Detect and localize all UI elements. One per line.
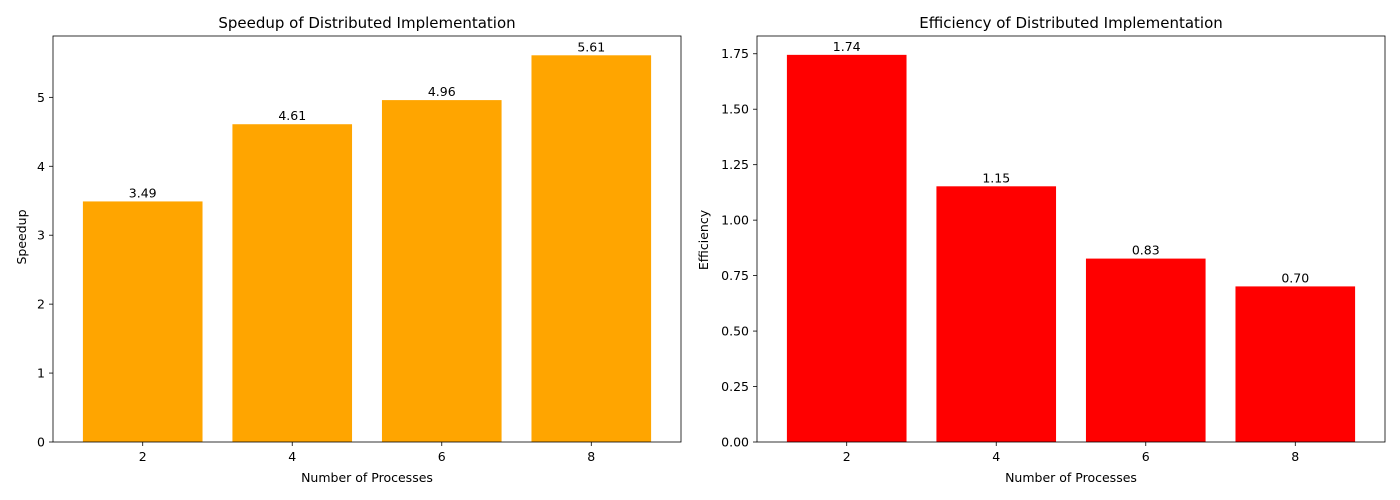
speedup-y-tick-label: 3 <box>37 228 45 243</box>
efficiency-bar-value-label: 1.74 <box>833 39 861 54</box>
speedup-y-tick-label: 5 <box>37 90 45 105</box>
efficiency-plot-area: 1.74 1.15 0.83 0.70 2 4 6 8 0.00 0.25 0.50 0.75 1.00… <box>721 35 1386 464</box>
efficiency-y-tick-label: 1.75 <box>721 46 749 61</box>
efficiency-bar-value-label: 1.15 <box>982 170 1010 185</box>
efficiency-bar-2 <box>786 54 907 443</box>
speedup-chart-title: Speedup of Distributed Implementation <box>218 14 515 32</box>
efficiency-x-tick-label: 2 <box>843 449 851 464</box>
efficiency-y-tick-label: 1.00 <box>721 213 749 228</box>
speedup-y-tick-label: 0 <box>37 435 45 450</box>
efficiency-chart-title: Efficiency of Distributed Implementation <box>919 14 1223 32</box>
speedup-bar-4 <box>232 124 353 442</box>
efficiency-chart: Efficiency of Distributed Implementation… <box>696 14 1386 485</box>
speedup-y-tick-label: 4 <box>37 159 45 174</box>
speedup-bar-value-label: 4.61 <box>278 108 306 123</box>
speedup-x-tick-label: 8 <box>587 449 595 464</box>
speedup-x-tick-label: 2 <box>139 449 147 464</box>
efficiency-y-tick-label: 0.75 <box>721 268 749 283</box>
efficiency-y-tick-label: 1.25 <box>721 157 749 172</box>
speedup-bar-value-label: 4.96 <box>428 84 456 99</box>
efficiency-bar-4 <box>936 186 1057 442</box>
speedup-bar-2 <box>82 201 203 442</box>
efficiency-bar-value-label: 0.70 <box>1281 270 1309 285</box>
efficiency-y-tick-label: 0.00 <box>721 435 749 450</box>
efficiency-y-tick-label: 0.25 <box>721 379 749 394</box>
speedup-bar-value-label: 3.49 <box>129 185 157 200</box>
speedup-x-tick-label: 4 <box>288 449 296 464</box>
efficiency-bar-6 <box>1085 258 1206 442</box>
efficiency-y-tick-label: 0.50 <box>721 324 749 339</box>
efficiency-axes-frame <box>756 35 1386 443</box>
efficiency-y-axis-label: Efficiency <box>696 209 711 270</box>
efficiency-x-tick-label: 6 <box>1142 449 1150 464</box>
efficiency-x-axis-label: Number of Processes <box>1005 470 1137 485</box>
efficiency-y-tick-label: 1.50 <box>721 102 749 117</box>
speedup-bar-6 <box>381 100 502 443</box>
efficiency-bar-value-label: 0.83 <box>1132 243 1160 258</box>
efficiency-bar-8 <box>1235 286 1356 442</box>
efficiency-x-tick-label: 8 <box>1291 449 1299 464</box>
speedup-x-tick-label: 6 <box>438 449 446 464</box>
speedup-plot-area: 3.49 4.61 4.96 5.61 2 4 6 8 0 1 2 3 4 5 <box>37 35 682 464</box>
efficiency-x-tick-label: 4 <box>992 449 1000 464</box>
speedup-axes-frame <box>52 35 682 443</box>
speedup-bar-value-label: 5.61 <box>577 39 605 54</box>
speedup-y-tick-label: 2 <box>37 297 45 312</box>
speedup-y-tick-label: 1 <box>37 366 45 381</box>
speedup-x-axis-label: Number of Processes <box>301 470 433 485</box>
speedup-y-axis-label: Speedup <box>14 209 29 264</box>
speedup-chart: Speedup of Distributed Implementation Nu… <box>14 14 682 485</box>
speedup-bar-8 <box>531 55 652 443</box>
